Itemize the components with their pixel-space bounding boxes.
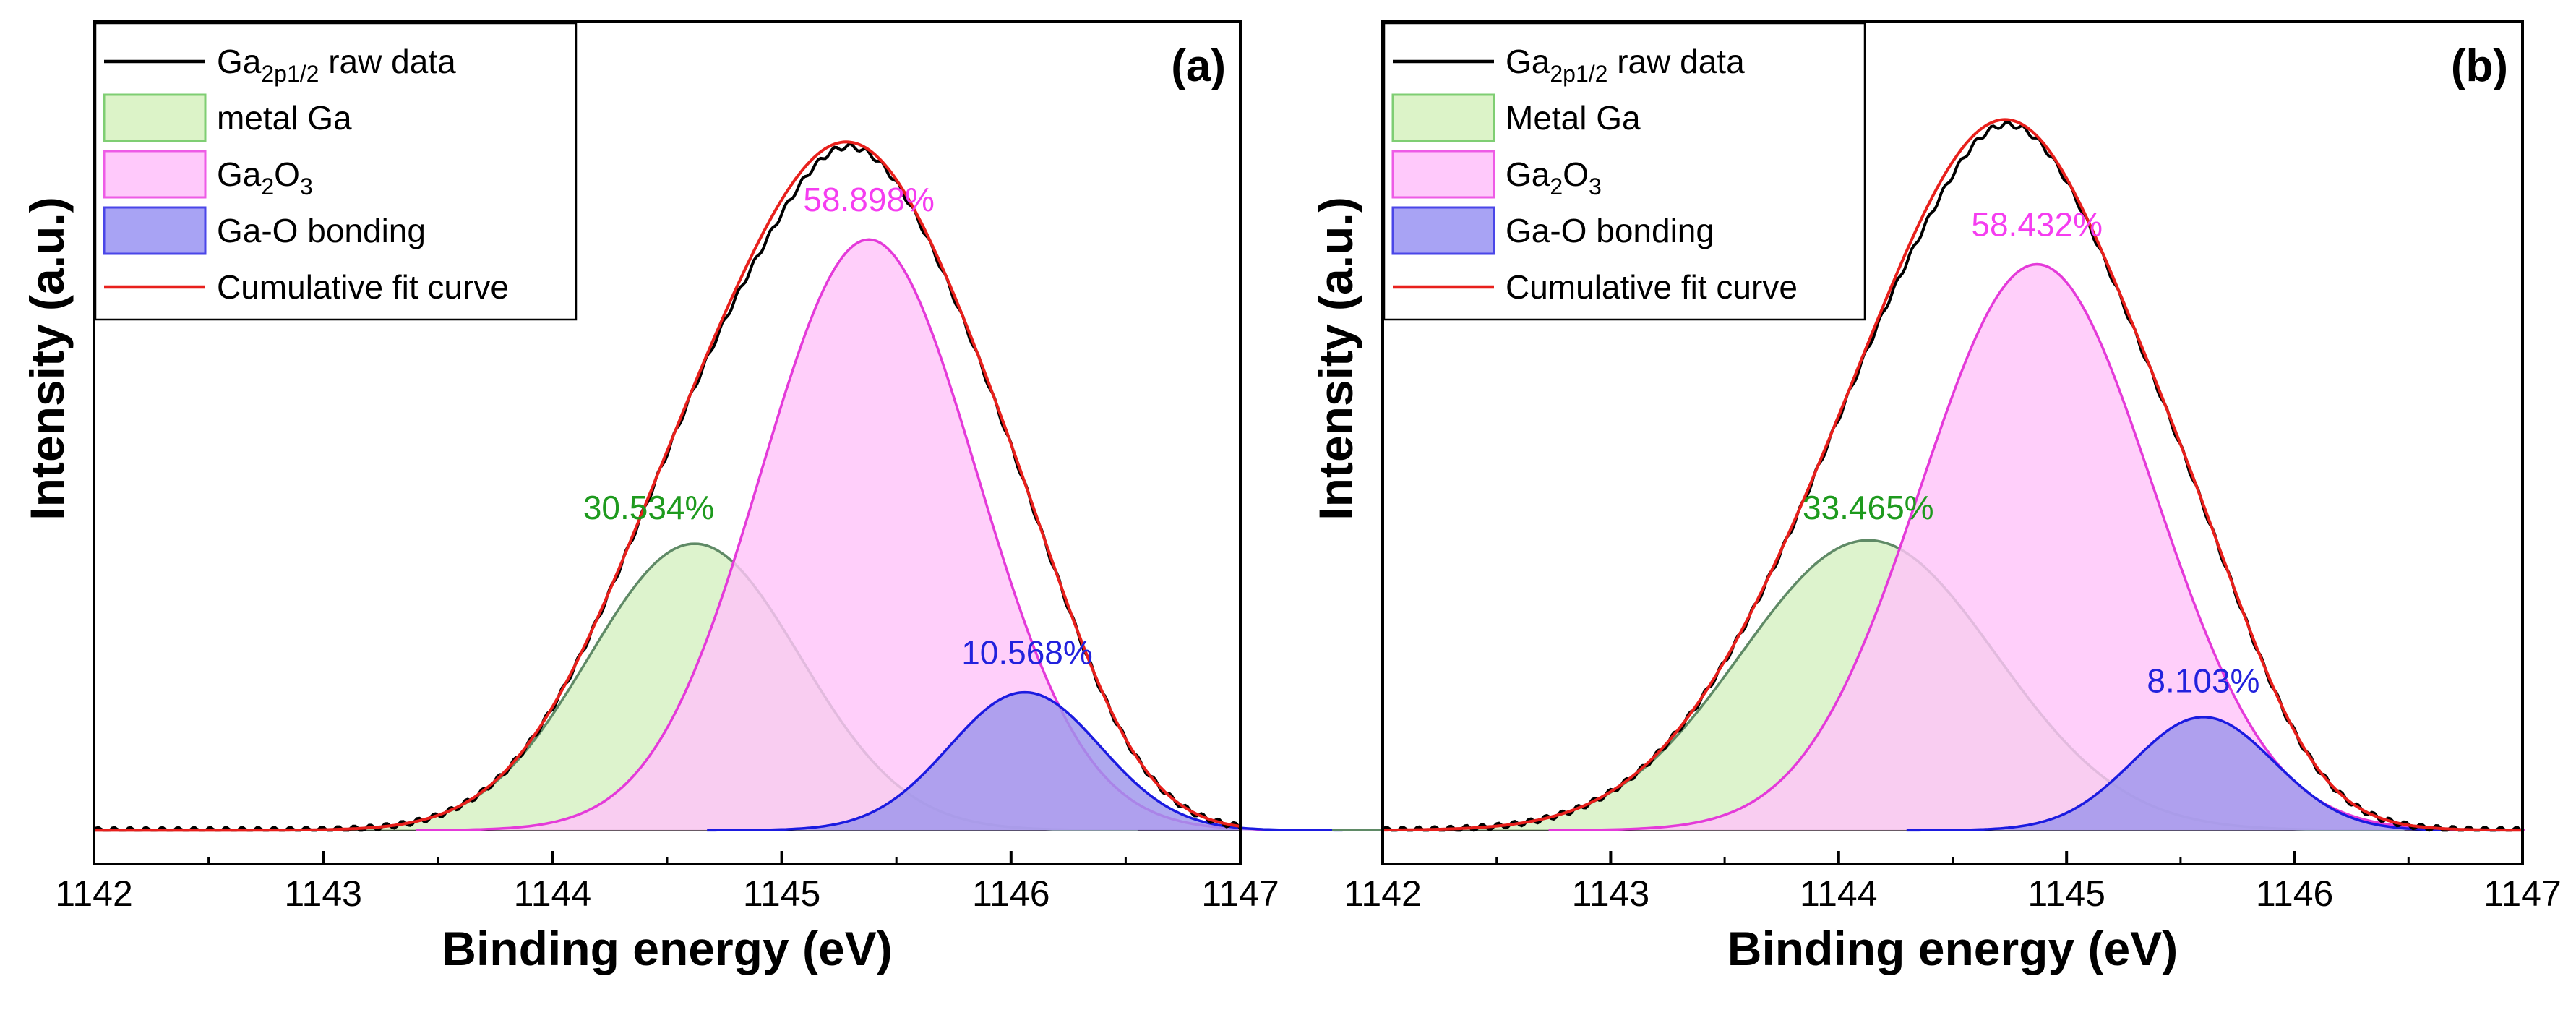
x-tick-label: 1142	[55, 873, 133, 914]
legend-entry-label: Ga-O bonding	[217, 212, 426, 249]
legend-swatch-patch	[1391, 150, 1495, 199]
chart-panel-a: 30.534% 58.898% 10.568% 1142 1143 1144 1145 114…	[20, 20, 1343, 975]
legend-text-mid: O	[1563, 155, 1589, 193]
y-axis-title: Intensity (a.u.)	[20, 197, 74, 520]
peak-fill-2	[1906, 716, 2501, 831]
x-tick-label: 1145	[2027, 873, 2105, 914]
legend-entry-label: Ga2O3	[1506, 155, 1602, 200]
peak-percentage-label: 58.432%	[1971, 205, 2103, 243]
legend-entry-label: Cumulative fit curve	[1506, 268, 1798, 306]
x-tick-label: 1147	[2483, 873, 2562, 914]
legend-text-base: Ga	[1506, 155, 1550, 193]
legend-text-subscript: 3	[1589, 174, 1602, 200]
legend-text-subscript: 2	[261, 174, 274, 200]
x-tick-label: 1146	[972, 873, 1050, 914]
x-axis-title: Binding energy (eV)	[442, 922, 892, 975]
legend-text-base: Metal Ga	[1506, 99, 1641, 137]
legend-text-base: Ga	[1506, 43, 1550, 80]
x-tick-label: 1146	[2256, 873, 2334, 914]
peak-percentage-label: 8.103%	[2147, 662, 2259, 700]
legend-text-base: Ga	[217, 155, 262, 193]
legend-text-rest: raw data	[319, 43, 456, 80]
x-tick-label: 1147	[1201, 873, 1279, 914]
cumulative-fit-line	[94, 140, 1241, 832]
peak-percentage-label: 30.534%	[583, 489, 715, 526]
peak-outline-2	[707, 690, 1343, 832]
peak-outline-2	[1906, 716, 2501, 832]
legend-entry-label: Ga2O3	[217, 155, 313, 200]
legend-swatch-patch	[103, 93, 207, 142]
chart-panel-b: 33.465% 58.432% 8.103% 1142 1143 1144 1145 1146…	[1309, 20, 2562, 975]
y-axis-title: Intensity (a.u.)	[1309, 197, 1362, 520]
legend-text-mid: O	[274, 155, 300, 193]
peak-outline-1	[1548, 262, 2525, 832]
panel-label: (b)	[2451, 41, 2508, 91]
legend-entry-label: Ga2p1/2 raw data	[217, 43, 456, 87]
cumulative-fit-line	[1383, 118, 2523, 832]
legend-text-base: metal Ga	[217, 99, 352, 137]
legend-text-subscript: 3	[300, 174, 313, 200]
legend-text-base: Cumulative fit curve	[217, 268, 509, 306]
peak-fill-1	[416, 239, 1322, 831]
peak-percentage-label: 58.898%	[803, 181, 935, 218]
peak-percentage-label: 10.568%	[961, 633, 1093, 671]
x-tick-label: 1145	[743, 873, 821, 914]
x-tick-label: 1144	[1800, 873, 1878, 914]
legend-entry-label: Ga-O bonding	[1506, 212, 1714, 249]
legend-entry-label: metal Ga	[217, 99, 352, 137]
x-tick-label: 1143	[284, 873, 362, 914]
legend-text-base: Ga-O bonding	[217, 212, 426, 249]
x-tick-label: 1144	[514, 873, 592, 914]
legend-text-subscript: 2p1/2	[261, 61, 319, 87]
x-tick-label: 1143	[1572, 873, 1650, 914]
legend-entry-label: Cumulative fit curve	[217, 268, 509, 306]
peak-fill-2	[707, 692, 1343, 831]
legend-swatch-patch	[103, 150, 207, 199]
peak-percentage-label: 33.465%	[1803, 489, 1934, 526]
legend-swatch-patch	[1391, 206, 1495, 255]
peak-fill-1	[1548, 264, 2525, 831]
legend-text-subscript: 2p1/2	[1550, 61, 1607, 87]
legend-text-base: Ga-O bonding	[1506, 212, 1714, 249]
x-tick-label: 1142	[1344, 873, 1422, 914]
legend-entry-label: Ga2p1/2 raw data	[1506, 43, 1745, 87]
legend-text-subscript: 2	[1550, 174, 1563, 200]
legend-swatch-patch	[1391, 93, 1495, 142]
legend-entry-label: Metal Ga	[1506, 99, 1641, 137]
legend-text-base: Cumulative fit curve	[1506, 268, 1798, 306]
legend-text-base: Ga	[217, 43, 262, 80]
legend-swatch-patch	[103, 206, 207, 255]
panel-label: (a)	[1171, 41, 1226, 91]
x-axis-title: Binding energy (eV)	[1727, 922, 2178, 975]
legend-text-rest: raw data	[1607, 43, 1745, 80]
